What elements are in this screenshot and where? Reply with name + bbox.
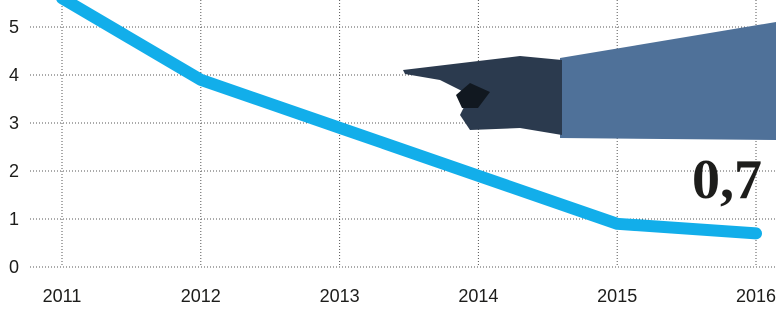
y-tick-label: 5: [9, 17, 19, 37]
x-tick-label: 2011: [43, 286, 82, 306]
x-tick-label: 2015: [597, 286, 637, 306]
y-tick-label: 0: [9, 257, 19, 277]
x-tick-label: 2012: [181, 286, 221, 306]
y-tick-label: 3: [9, 113, 19, 133]
x-tick-label: 2016: [736, 286, 776, 306]
y-tick-label: 4: [9, 65, 19, 85]
sleeve: [560, 22, 776, 140]
chart: 0 1 2 3 4 5 2011 2012 2013 2014 2015 2016 0,7: [0, 0, 776, 314]
value-label: 0,7: [692, 149, 762, 211]
x-tick-label: 2013: [320, 286, 360, 306]
y-tick-label: 2: [9, 161, 19, 181]
y-tick-label: 1: [9, 209, 19, 229]
hand-illustration: [403, 22, 776, 140]
x-tick-label: 2014: [458, 286, 498, 306]
